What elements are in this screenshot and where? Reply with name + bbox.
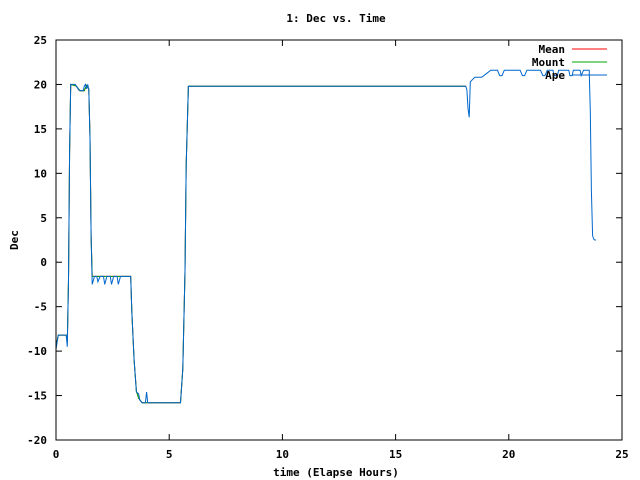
x-tick-label: 25 [615, 448, 628, 461]
y-tick-label: -15 [27, 390, 47, 403]
y-tick-label: 20 [34, 78, 47, 91]
plot-frame [55, 39, 623, 441]
y-axis-label: Dec [8, 230, 21, 250]
y-tick-label: 0 [40, 256, 47, 269]
x-tick-label: 5 [166, 448, 173, 461]
axis-ticks: 0 5 10 15 20 25 -20 -15 -10 -5 0 5 10 15 20 25 [27, 34, 629, 461]
y-tick-label: 5 [40, 212, 47, 225]
series-lines [55, 69, 596, 404]
x-tick-label: 10 [276, 448, 289, 461]
x-axis-label: time (Elapse Hours) [273, 466, 399, 479]
y-tick-label: 25 [34, 34, 47, 47]
y-tick-label: -5 [34, 301, 47, 314]
x-tick-label: 20 [502, 448, 515, 461]
y-tick-label: 15 [34, 123, 47, 136]
x-tick-label: 0 [53, 448, 60, 461]
legend-label-ape: Ape [545, 69, 565, 82]
x-tick-label: 15 [389, 448, 402, 461]
y-tick-label: -20 [27, 434, 47, 447]
y-tick-label: 10 [34, 167, 47, 180]
y-tick-label: -10 [27, 345, 47, 358]
legend-label-mean: Mean [539, 43, 566, 56]
series-line-ape [55, 69, 596, 404]
chart-title: 1: Dec vs. Time [286, 12, 386, 25]
legend-label-mount: Mount [532, 56, 565, 69]
